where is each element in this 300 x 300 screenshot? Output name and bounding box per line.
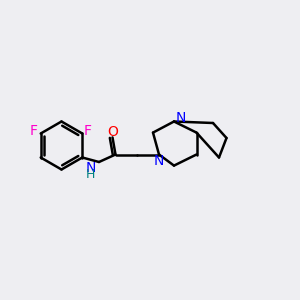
Text: F: F <box>84 124 92 138</box>
Text: N: N <box>176 111 186 125</box>
Text: N: N <box>154 154 164 168</box>
Text: H: H <box>86 168 95 181</box>
Text: O: O <box>107 125 118 139</box>
Text: N: N <box>85 161 96 175</box>
Text: F: F <box>30 124 38 138</box>
